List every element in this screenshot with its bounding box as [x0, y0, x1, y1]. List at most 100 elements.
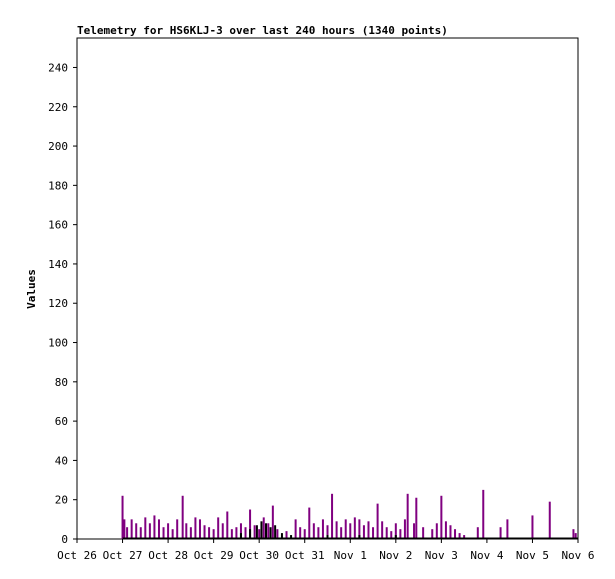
data-bar [167, 523, 170, 539]
data-bar [262, 517, 265, 539]
data-bar [212, 529, 215, 539]
data-bar [367, 521, 370, 539]
data-bar [217, 517, 220, 539]
y-tick-label: 200 [48, 140, 68, 153]
data-bar [326, 535, 329, 539]
data-bar [335, 521, 338, 539]
x-tick-label: Oct 29 [194, 549, 234, 562]
data-bar [239, 533, 242, 539]
data-bar [349, 523, 352, 539]
data-bar [415, 497, 418, 539]
data-bar [372, 527, 375, 539]
x-tick-label: Nov 3 [425, 549, 458, 562]
x-tick-label: Oct 30 [239, 549, 279, 562]
data-bar [326, 525, 329, 539]
data-bar [454, 529, 457, 539]
y-tick-label: 180 [48, 179, 68, 192]
data-bar [331, 493, 334, 539]
data-bar [531, 515, 534, 539]
data-bar [362, 525, 365, 539]
data-bar [449, 525, 452, 539]
data-bars [121, 489, 578, 540]
x-tick-label: Nov 2 [379, 549, 412, 562]
chart-title: Telemetry for HS6KLJ-3 over last 240 hou… [77, 24, 448, 37]
data-bar [440, 495, 443, 539]
data-bar [221, 523, 224, 539]
y-tick-label: 80 [55, 376, 68, 389]
data-bar [269, 527, 272, 539]
data-bar [203, 525, 206, 539]
data-bar [253, 525, 256, 539]
data-bar [444, 521, 447, 539]
data-bar [121, 495, 124, 539]
data-bar [376, 503, 379, 539]
data-bar [394, 523, 397, 539]
data-bar [548, 501, 551, 539]
data-bar [239, 523, 242, 539]
data-bar [358, 535, 361, 539]
x-axis: Oct 26 Oct 27 Oct 28 Oct 29 Oct 30 Oct 31 Nov … [57, 539, 595, 562]
data-bar [321, 519, 324, 539]
data-bar [422, 527, 425, 539]
data-bar [476, 527, 479, 539]
data-bar [303, 529, 306, 539]
x-tick-label: Oct 31 [285, 549, 325, 562]
data-bar [198, 519, 201, 539]
x-tick-label: Oct 27 [103, 549, 143, 562]
data-bar [235, 527, 238, 539]
data-bar [185, 523, 188, 539]
x-tick-label: Nov 6 [561, 549, 594, 562]
data-bar [506, 519, 509, 539]
y-tick-label: 40 [55, 454, 68, 467]
data-bar [413, 523, 416, 539]
data-bar [299, 527, 302, 539]
plot-area [76, 37, 579, 540]
data-bar [274, 525, 277, 539]
data-bar [390, 531, 393, 539]
data-bar [194, 517, 197, 539]
data-bar [399, 529, 402, 539]
data-bar [153, 515, 156, 539]
data-bar [499, 527, 502, 539]
data-bar [317, 527, 320, 539]
y-tick-label: 60 [55, 415, 68, 428]
data-bar [572, 529, 575, 539]
data-bar [431, 529, 434, 539]
data-bar [458, 533, 461, 539]
data-bar [294, 519, 297, 539]
data-bar [403, 519, 406, 539]
data-bar [340, 527, 343, 539]
data-bar [255, 525, 258, 539]
data-bar [353, 517, 356, 539]
data-bar [162, 527, 165, 539]
data-bar [181, 495, 184, 539]
y-tick-label: 20 [55, 494, 68, 507]
y-axis: 0 20 40 60 80 100 120 140 160 180 200 220 240 [48, 61, 77, 546]
x-tick-label: Nov 1 [334, 549, 367, 562]
data-bar [189, 527, 192, 539]
data-bar [394, 535, 397, 539]
data-bar [385, 527, 388, 539]
data-bar [482, 489, 485, 539]
x-tick-label: Oct 26 [57, 549, 97, 562]
x-tick-label: Nov 5 [516, 549, 549, 562]
y-tick-label: 160 [48, 219, 68, 232]
data-bar [308, 507, 311, 539]
data-bar [463, 535, 466, 539]
data-bar [381, 521, 384, 539]
data-bar [260, 521, 263, 539]
data-bar [312, 523, 315, 539]
y-tick-label: 140 [48, 258, 68, 271]
data-bar [276, 529, 279, 539]
data-bar [280, 533, 283, 539]
data-bar [139, 527, 142, 539]
y-axis-title: Values [25, 269, 38, 309]
y-tick-label: 100 [48, 337, 68, 350]
data-bar [435, 523, 438, 539]
data-bar [130, 519, 133, 539]
x-tick-label: Oct 28 [148, 549, 188, 562]
data-bar [208, 527, 211, 539]
data-bar [285, 531, 288, 539]
data-bar [271, 505, 274, 539]
